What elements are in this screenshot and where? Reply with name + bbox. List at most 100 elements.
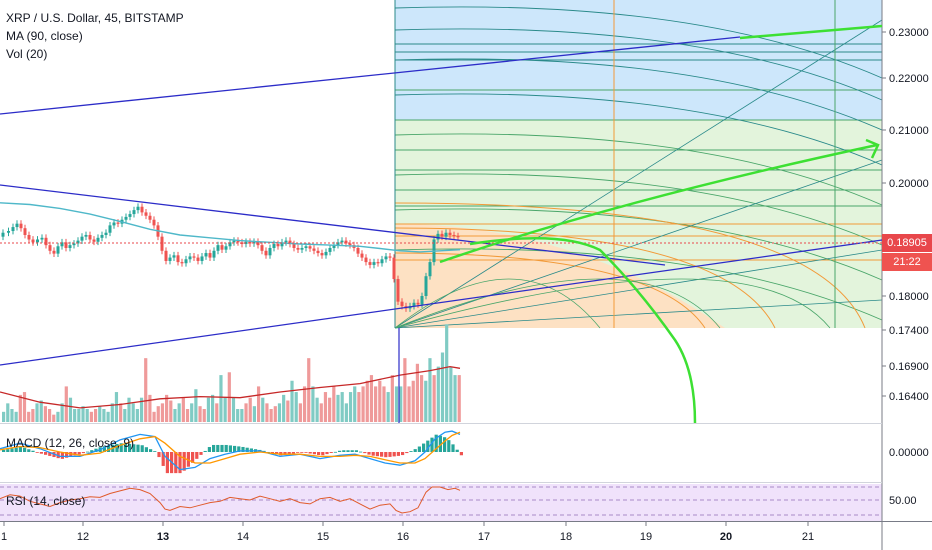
rsi-legend[interactable]: RSI (14, close) bbox=[6, 494, 86, 508]
macd-hist-bar bbox=[270, 452, 274, 454]
macd-hist-bar bbox=[333, 451, 337, 453]
volume-bar bbox=[282, 394, 286, 422]
macd-hist-bar bbox=[321, 452, 325, 456]
candle-body bbox=[11, 227, 15, 232]
volume-bar bbox=[436, 366, 440, 422]
candle-body bbox=[396, 279, 400, 302]
trendline-support[interactable] bbox=[0, 239, 883, 366]
volume-bar bbox=[323, 392, 328, 422]
candle-body bbox=[144, 212, 148, 216]
candle-body bbox=[36, 239, 39, 243]
macd-hist-bar bbox=[212, 444, 216, 452]
candle-body bbox=[304, 246, 308, 248]
candle-body bbox=[80, 236, 84, 241]
macd-hist-bar bbox=[300, 452, 304, 453]
candle-body bbox=[88, 234, 92, 240]
candle-body bbox=[180, 262, 184, 264]
macd-hist-bar bbox=[459, 452, 463, 456]
volume-bar bbox=[302, 386, 307, 422]
forecast-arrows[interactable] bbox=[439, 24, 883, 424]
gann-fan-curve bbox=[394, 278, 721, 329]
time-tick-label: 14 bbox=[237, 531, 249, 543]
arrow-down[interactable] bbox=[469, 236, 697, 424]
macd-hist-bar bbox=[10, 448, 14, 452]
volume-bar bbox=[382, 386, 386, 422]
volume-bar bbox=[457, 375, 461, 422]
candle-body bbox=[428, 262, 432, 277]
candle-body bbox=[100, 234, 104, 238]
candle-body bbox=[132, 210, 136, 215]
candle-body bbox=[452, 234, 456, 237]
candle-body bbox=[372, 262, 376, 265]
volume-bar bbox=[152, 411, 156, 422]
gann-arc bbox=[394, 133, 883, 206]
candle-body bbox=[140, 206, 144, 213]
volume-bar bbox=[336, 394, 340, 422]
volume-bar bbox=[311, 386, 315, 422]
candle-body bbox=[92, 239, 96, 242]
arrow-top[interactable] bbox=[739, 24, 883, 40]
macd-hist-bar bbox=[380, 452, 384, 457]
macd-hist-bar bbox=[136, 444, 140, 452]
candle-body bbox=[400, 301, 404, 307]
volume-bar bbox=[77, 409, 81, 422]
macd-hist-bar bbox=[182, 452, 186, 471]
candle-body bbox=[176, 255, 180, 263]
volume-bar bbox=[374, 386, 378, 422]
candle-body bbox=[104, 232, 108, 235]
macd-legend[interactable]: MACD (12, 26, close, 9) bbox=[6, 436, 135, 450]
candle-body bbox=[376, 262, 380, 264]
fib-zones[interactable] bbox=[395, 0, 882, 328]
arrow-mid[interactable] bbox=[439, 143, 878, 264]
volume-bar bbox=[64, 386, 68, 422]
candle-body bbox=[260, 245, 264, 251]
macd-hist-bar bbox=[132, 444, 136, 452]
volume-bar bbox=[353, 386, 357, 422]
symbol-title[interactable]: XRP / U.S. Dollar, 45, BITSTAMP bbox=[6, 11, 184, 25]
volume-bar bbox=[248, 397, 252, 422]
trendline-resistance[interactable] bbox=[0, 184, 666, 266]
candle-body bbox=[456, 236, 460, 238]
candle-body bbox=[112, 222, 116, 226]
volume-bar bbox=[148, 394, 152, 422]
volume-bar bbox=[378, 380, 382, 422]
macd-hist-bar bbox=[447, 440, 451, 452]
volume-bar bbox=[440, 352, 445, 422]
time-tick-label: 1 bbox=[1, 531, 7, 543]
macd-hist-bar bbox=[371, 452, 375, 456]
candle-body bbox=[392, 257, 396, 280]
candle-body bbox=[308, 246, 312, 249]
macd-hist-bar bbox=[413, 449, 417, 452]
trendlines[interactable] bbox=[0, 36, 883, 423]
time-tick-label: 16 bbox=[397, 531, 409, 543]
macd-hist-bar bbox=[350, 450, 354, 452]
macd-hist-bar bbox=[367, 452, 371, 455]
vol-legend[interactable]: Vol (20) bbox=[6, 47, 48, 61]
volume-bar bbox=[403, 358, 407, 422]
candle-body bbox=[236, 240, 240, 243]
candle-body bbox=[64, 242, 68, 248]
time-tick-label: 12 bbox=[77, 531, 89, 543]
macd-hist-bar bbox=[207, 447, 211, 452]
candle-body bbox=[148, 215, 152, 220]
volume-bar bbox=[390, 375, 394, 422]
macd-hist-bar bbox=[216, 444, 220, 452]
trendline-upper[interactable] bbox=[0, 36, 741, 115]
time-axis-ticks: 1 12 13 14 15 16 17 18 19 20 21 bbox=[1, 522, 814, 543]
candle-body bbox=[108, 225, 112, 233]
volume-bar bbox=[10, 409, 14, 422]
macd-hist-bar bbox=[401, 452, 405, 456]
macd-hist-bar bbox=[27, 449, 31, 452]
candle-body bbox=[424, 276, 428, 296]
macd-hist-bar bbox=[241, 446, 245, 452]
candle-body bbox=[364, 257, 368, 263]
macd-hist-bar bbox=[191, 452, 195, 463]
ma-legend[interactable]: MA (90, close) bbox=[6, 29, 83, 43]
price-axis-ticks: 0.23000 0.22000 0.21000 0.20000 0.18000 0.174… bbox=[882, 27, 929, 403]
volume-bar bbox=[231, 397, 236, 422]
macd-hist-bar bbox=[14, 447, 18, 452]
volume-bar bbox=[85, 409, 89, 422]
rsi-tick-label: 50.00 bbox=[889, 495, 917, 507]
candle-body bbox=[388, 256, 392, 258]
candle-body bbox=[336, 242, 340, 246]
